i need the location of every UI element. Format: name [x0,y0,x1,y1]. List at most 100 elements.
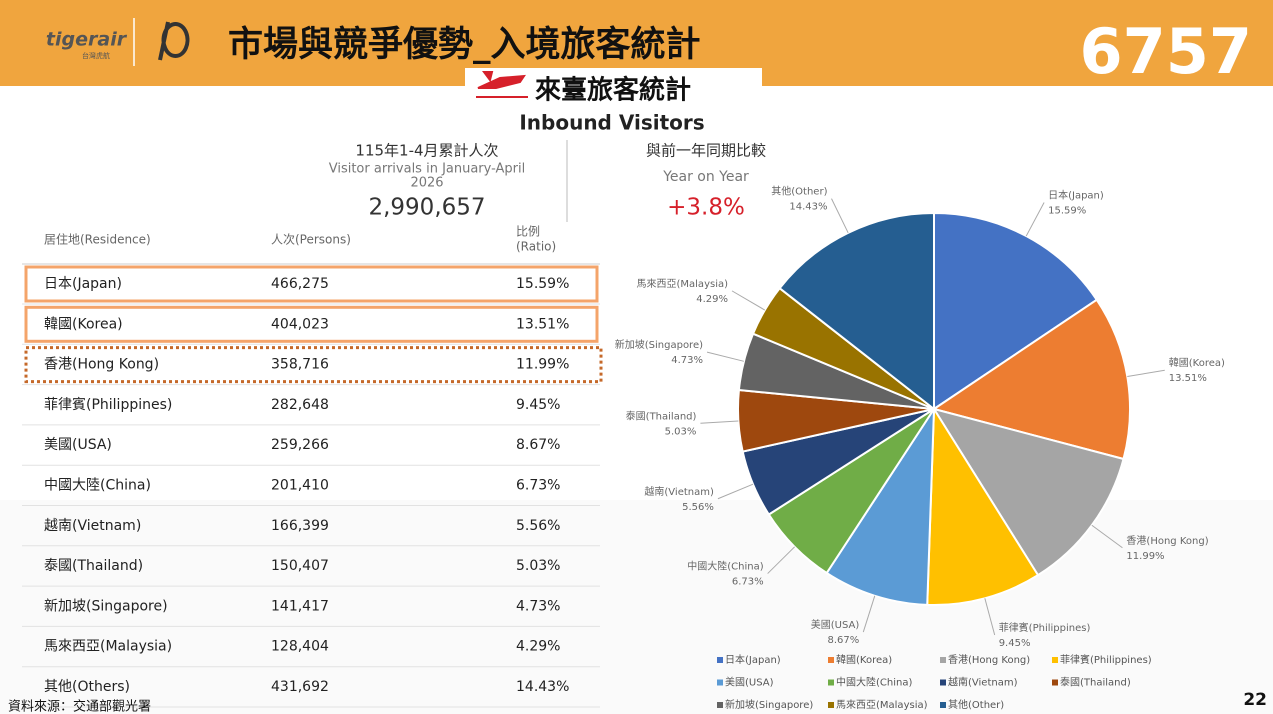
table-cell: 13.51% [516,316,569,332]
logo-sub: 台灣虎航 [82,51,110,60]
banner-subtitle: Inbound Visitors [519,111,704,135]
table-header: 比例 [516,225,540,239]
yoy-value: +3.8% [667,195,745,221]
legend-label: 美國(USA) [725,676,774,689]
leader-line [706,351,745,362]
pie-value-label: 14.43% [789,202,827,213]
table-cell: 香港(Hong Kong) [44,357,159,373]
pie-value-label: 9.45% [999,638,1031,649]
legend-swatch [1052,657,1058,663]
legend-swatch [940,657,946,663]
leader-line [717,483,754,500]
pie-value-label: 13.51% [1169,373,1207,384]
legend-label: 越南(Vietnam) [948,676,1018,689]
yoy-label-en: Year on Year [662,169,749,185]
stock-code: 6757 [1079,15,1252,88]
table-cell: 菲律賓(Philippines) [44,396,172,413]
table-cell: 201,410 [271,478,329,494]
table-cell: 404,023 [271,316,329,332]
logo: tigerair [46,29,128,51]
pie-label: 香港(Hong Kong) [1126,535,1208,547]
legend-swatch [828,657,834,663]
pie-slice [778,211,935,412]
legend-swatch [717,657,723,663]
table-cell: 128,404 [271,639,329,655]
page-number: 22 [1243,690,1267,710]
summary-label: 115年1-4月累計人次 [355,142,498,160]
leader-line [731,290,766,311]
legend-label: 新加坡(Singapore) [725,698,813,711]
pie-label: 美國(USA) [811,618,860,631]
pie-label: 中國大陸(China) [687,560,763,573]
legend-swatch [717,679,723,686]
table-cell: 新加坡(Singapore) [44,598,168,614]
leader-line [862,595,876,633]
leader-line [1025,202,1045,237]
table-cell: 11.99% [516,357,569,373]
pie-label: 新加坡(Singapore) [615,338,703,351]
pie-value-label: 4.73% [671,355,703,366]
legend-label: 日本(Japan) [725,653,781,666]
pie-label: 其他(Other) [771,185,827,198]
legend-swatch [717,702,723,708]
table-header: 居住地(Residence) [44,233,151,247]
table-cell: 8.67% [516,437,560,453]
table: 居住地(Residence) 人次(Persons) 比例(Ratio) 日本(Jap… [22,225,603,708]
pie-value-label: 15.59% [1048,206,1086,217]
table-cell: 259,266 [271,437,329,453]
highlight-box [24,265,599,303]
pie-label: 菲律賓(Philippines) [999,621,1091,634]
legend-label: 泰國(Thailand) [1060,676,1131,689]
pie-label: 馬來西亞(Malaysia) [637,278,729,290]
table-cell: 150,407 [271,558,329,574]
table-cell: 其他(Others) [44,679,130,695]
plane-icon [476,71,528,98]
pie-value-label: 8.67% [828,635,860,646]
table-cell: 141,417 [271,598,329,614]
table-cell: 日本(Japan) [44,276,122,292]
pie-slice [825,405,936,606]
pie-value-label: 6.73% [732,577,764,588]
slide-title: 市場與競爭優勢_入境旅客統計 [228,24,701,65]
leader-line [984,598,996,636]
summary-value: 2,990,657 [368,195,485,221]
legend-swatch [940,702,946,708]
table-cell: 5.56% [516,518,560,534]
table-cell: 9.45% [516,397,560,413]
table-cell: 4.73% [516,598,560,614]
table-cell: 14.43% [516,679,569,695]
pie-value-label: 11.99% [1126,551,1164,562]
table-header: 人次(Persons) [271,233,351,247]
table-cell: 358,716 [271,357,329,373]
leader-line [767,546,795,574]
table-cell: 15.59% [516,276,569,292]
pie-slice [933,211,1099,411]
summary-label-en: 2026 [410,176,443,191]
table-cell: 5.03% [516,558,560,574]
legend-swatch [828,679,834,686]
legend-label: 香港(Hong Kong) [948,654,1030,666]
table-cell: 馬來西亞(Malaysia) [44,639,172,655]
summary-label-en: Visitor arrivals in January-April [329,162,526,177]
pie-value-label: 5.03% [665,426,697,437]
table-cell: 4.29% [516,639,560,655]
highlight-box [24,346,603,384]
leader-line [1127,369,1165,378]
table-header: (Ratio) [516,240,556,254]
pie-label: 韓國(Korea) [1169,357,1225,369]
legend-label: 其他(Other) [948,698,1004,711]
pie-value-label: 4.29% [696,294,728,305]
table-cell: 166,399 [271,518,329,534]
yoy-label: 與前一年同期比較 [646,142,766,160]
table-cell: 466,275 [271,276,329,292]
pie-value-label: 5.56% [682,502,714,513]
banner-title: 來臺旅客統計 [535,75,691,106]
table-cell: 韓國(Korea) [44,316,123,332]
leader-line [700,420,739,424]
legend-swatch [828,702,834,708]
pie-label: 日本(Japan) [1048,189,1104,202]
pie-slice [931,407,1125,577]
pie-label: 越南(Vietnam) [644,485,714,498]
table-cell: 泰國(Thailand) [44,558,143,574]
